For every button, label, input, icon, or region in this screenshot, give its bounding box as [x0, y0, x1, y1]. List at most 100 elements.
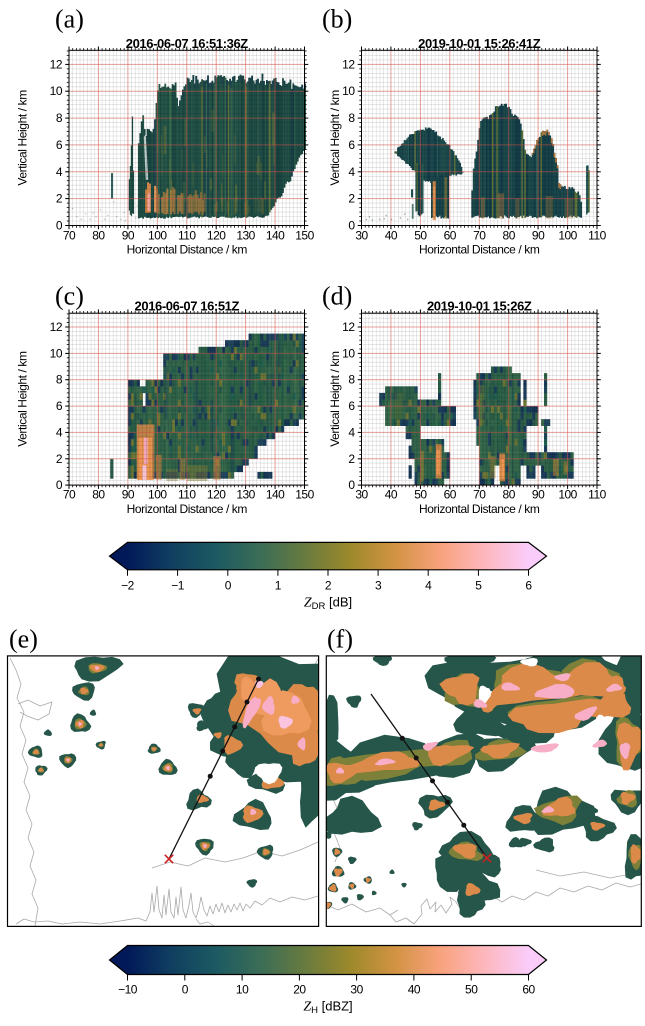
svg-text:4: 4 — [348, 425, 355, 439]
svg-text:130: 130 — [236, 229, 255, 243]
svg-text:−10: −10 — [118, 983, 138, 997]
svg-text:100: 100 — [558, 488, 577, 502]
svg-text:4: 4 — [425, 579, 432, 593]
svg-text:6: 6 — [56, 138, 63, 152]
svg-text:0: 0 — [56, 219, 63, 233]
svg-text:110: 110 — [178, 488, 196, 502]
svg-text:50: 50 — [414, 488, 427, 502]
svg-text:Vertical Height / km: Vertical Height / km — [328, 351, 342, 447]
svg-text:2: 2 — [348, 452, 355, 466]
svg-text:ZH [dBZ]: ZH [dBZ] — [303, 999, 352, 1017]
svg-text:100: 100 — [148, 229, 167, 243]
svg-text:90: 90 — [532, 488, 545, 502]
svg-text:(b): (b) — [322, 4, 352, 33]
svg-text:10: 10 — [50, 84, 63, 98]
svg-text:0: 0 — [182, 983, 189, 997]
svg-text:50: 50 — [414, 229, 427, 243]
svg-text:40: 40 — [385, 488, 398, 502]
svg-text:12: 12 — [342, 320, 355, 334]
svg-text:30: 30 — [355, 488, 368, 502]
svg-text:2: 2 — [325, 579, 332, 593]
svg-text:−1: −1 — [171, 579, 185, 593]
svg-text:Horizontal Distance / km: Horizontal Distance / km — [419, 243, 540, 257]
svg-text:4: 4 — [348, 165, 355, 179]
svg-text:100: 100 — [558, 229, 577, 243]
svg-text:0: 0 — [348, 478, 355, 492]
svg-text:0: 0 — [225, 579, 232, 593]
svg-text:2: 2 — [56, 192, 63, 206]
svg-text:90: 90 — [122, 229, 135, 243]
svg-text:50: 50 — [465, 983, 478, 997]
svg-text:30: 30 — [350, 983, 363, 997]
svg-text:4: 4 — [56, 425, 63, 439]
svg-text:6: 6 — [348, 399, 355, 413]
svg-text:60: 60 — [522, 983, 535, 997]
svg-text:Vertical Height / km: Vertical Height / km — [16, 90, 30, 186]
svg-text:70: 70 — [473, 229, 486, 243]
svg-text:Horizontal Distance / km: Horizontal Distance / km — [127, 243, 248, 257]
svg-text:110: 110 — [588, 488, 606, 502]
svg-text:60: 60 — [444, 488, 457, 502]
svg-text:2019-10-01 15:26:41Z: 2019-10-01 15:26:41Z — [418, 36, 541, 51]
svg-text:150: 150 — [295, 229, 314, 243]
svg-text:Horizontal Distance / km: Horizontal Distance / km — [419, 502, 540, 516]
svg-text:40: 40 — [385, 229, 398, 243]
svg-text:Vertical Height / km: Vertical Height / km — [328, 90, 342, 186]
svg-text:−2: −2 — [121, 579, 135, 593]
svg-text:150: 150 — [295, 488, 314, 502]
svg-text:70: 70 — [473, 488, 486, 502]
svg-text:3: 3 — [375, 579, 382, 593]
svg-text:20: 20 — [293, 983, 306, 997]
svg-text:2016-06-07 16:51:36Z: 2016-06-07 16:51:36Z — [126, 36, 249, 51]
svg-text:80: 80 — [503, 488, 516, 502]
svg-text:8: 8 — [348, 111, 355, 125]
svg-text:12: 12 — [342, 57, 355, 71]
svg-text:2016-06-07 16:51Z: 2016-06-07 16:51Z — [135, 298, 240, 313]
svg-text:12: 12 — [50, 57, 63, 71]
svg-text:(c): (c) — [55, 281, 84, 310]
svg-text:120: 120 — [207, 488, 226, 502]
svg-text:120: 120 — [207, 229, 226, 243]
svg-text:140: 140 — [266, 488, 285, 502]
svg-text:(f): (f) — [327, 625, 353, 654]
svg-text:0: 0 — [56, 478, 63, 492]
svg-text:6: 6 — [525, 579, 532, 593]
svg-text:(e): (e) — [9, 625, 38, 654]
svg-text:90: 90 — [532, 229, 545, 243]
svg-text:40: 40 — [408, 983, 421, 997]
svg-text:10: 10 — [342, 346, 355, 360]
svg-text:(d): (d) — [322, 281, 352, 310]
svg-text:8: 8 — [56, 111, 63, 125]
svg-text:70: 70 — [63, 229, 76, 243]
svg-text:ZDR [dB]: ZDR [dB] — [304, 595, 352, 613]
svg-text:10: 10 — [50, 346, 63, 360]
svg-text:100: 100 — [148, 488, 167, 502]
svg-text:2: 2 — [56, 452, 63, 466]
svg-text:140: 140 — [266, 229, 285, 243]
svg-text:2: 2 — [348, 192, 355, 206]
svg-text:8: 8 — [348, 373, 355, 387]
svg-text:80: 80 — [92, 488, 105, 502]
svg-text:0: 0 — [348, 219, 355, 233]
svg-text:5: 5 — [475, 579, 482, 593]
svg-text:60: 60 — [444, 229, 457, 243]
svg-text:30: 30 — [355, 229, 368, 243]
svg-text:12: 12 — [50, 320, 63, 334]
svg-text:6: 6 — [56, 399, 63, 413]
svg-text:90: 90 — [122, 488, 135, 502]
svg-text:6: 6 — [348, 138, 355, 152]
svg-text:2019-10-01 15:26Z: 2019-10-01 15:26Z — [427, 298, 532, 313]
svg-text:130: 130 — [236, 488, 255, 502]
svg-text:Horizontal Distance / km: Horizontal Distance / km — [127, 502, 248, 516]
svg-text:80: 80 — [503, 229, 516, 243]
svg-text:4: 4 — [56, 165, 63, 179]
svg-text:10: 10 — [342, 84, 355, 98]
svg-text:80: 80 — [92, 229, 105, 243]
svg-text:(a): (a) — [55, 4, 84, 33]
svg-text:70: 70 — [63, 488, 76, 502]
svg-text:110: 110 — [178, 229, 196, 243]
svg-text:10: 10 — [236, 983, 249, 997]
svg-text:110: 110 — [588, 229, 606, 243]
svg-text:Vertical Height / km: Vertical Height / km — [16, 351, 30, 447]
svg-text:1: 1 — [275, 579, 282, 593]
